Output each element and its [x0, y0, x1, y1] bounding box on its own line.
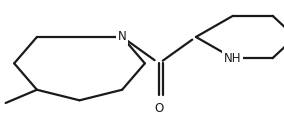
Text: O: O: [154, 102, 164, 115]
Text: NH: NH: [224, 52, 242, 65]
Text: N: N: [118, 30, 126, 43]
